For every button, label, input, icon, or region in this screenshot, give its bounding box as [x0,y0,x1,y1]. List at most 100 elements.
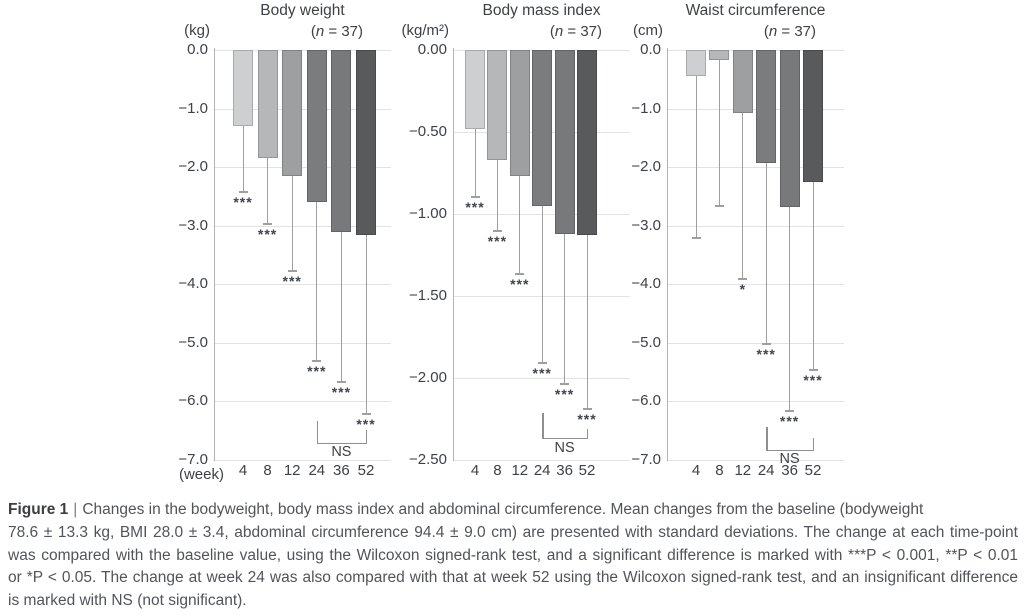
error-bar-cap [691,237,701,240]
x-tick-label: 36 [556,462,573,479]
x-tick-label: 24 [308,462,326,479]
significance-stars: *** [532,364,552,381]
error-bar-line [474,128,476,196]
gridline [667,50,844,51]
chart-title: Body mass index [482,2,601,19]
y-tick-label: −3.0 [178,216,208,234]
bar [554,50,575,234]
comparison-label: NS [331,444,352,460]
y-tick-label: −2.0 [178,158,208,176]
y-axis-line [214,48,215,461]
significance-stars: *** [282,272,302,289]
bar [532,50,553,206]
bar [709,50,730,60]
error-bar-line [695,76,697,238]
y-axis-unit: (cm) [633,22,663,39]
significance-stars: *** [331,383,352,400]
bar [282,50,303,176]
significance-stars: *** [803,372,823,389]
significance-stars: *** [554,385,575,402]
bar [465,50,485,129]
y-tick-label: −4.0 [631,275,661,293]
x-tick-label: 24 [757,462,775,479]
y-tick-label: −3.0 [631,216,661,234]
bar [509,50,530,177]
caption-line-1-text: Changes in the bodyweight, body mass ind… [82,501,924,518]
significance-stars: *** [307,363,327,380]
gridline [214,225,391,227]
error-bar-cap [263,222,273,225]
gridline [667,460,844,461]
gridline [667,167,844,169]
error-bar-cap [492,230,502,233]
gridline [214,50,391,51]
x-tick-label: 52 [357,462,375,479]
bar [779,50,800,207]
x-tick-label: 4 [691,462,701,479]
bar [686,50,706,77]
error-bar-line [496,159,498,231]
x-tick-label: 4 [238,462,248,479]
error-bar-line [291,175,293,270]
y-tick-label: 0.0 [187,41,208,58]
error-bar-line [789,206,791,411]
comparison-bracket-bar [766,450,815,452]
caption-line-3: was compared with the baseline value, us… [8,546,1018,564]
significance-stars: *** [465,198,485,215]
error-bar-cap [714,205,724,208]
caption-line-2: 78.6 ± 13.3 kg, BMI 28.0 ± 3.4, abdomina… [8,523,1018,541]
gridline [453,296,630,297]
error-bar-cap [515,273,525,276]
y-tick-label: −4.0 [178,275,208,293]
error-bar-line [242,126,244,191]
y-axis-unit: (kg/m²) [401,22,450,39]
error-bar-cap [312,360,322,363]
gridline [667,401,844,403]
bar [331,50,352,232]
gridline [214,460,391,461]
gridline [214,401,391,403]
comparison-bracket-left [542,413,544,438]
chart-title: Body weight [260,2,345,19]
y-tick-label: 0.0 [640,41,661,58]
comparison-bracket-left [316,421,319,443]
n-label: (n = 37) [763,23,816,40]
x-tick-label: 8 [715,462,724,479]
error-bar-cap [537,361,547,364]
error-bar-line [519,176,521,274]
error-bar-cap [287,269,297,272]
error-bar-cap [761,342,771,345]
error-bar-line [267,158,269,223]
error-bar-cap [738,278,748,281]
y-tick-label: −2.00 [409,369,447,386]
gridline [214,108,391,110]
significance-stars: *** [756,345,776,362]
comparison-bracket-right [813,438,815,450]
bar [356,50,376,235]
y-tick-label: −5.0 [178,333,208,351]
caption-figure-label: Figure 1 [8,501,69,518]
significance-stars: *** [487,233,508,250]
comparison-bracket-left [766,427,768,450]
x-axis-unit: (week) [178,466,224,483]
y-tick-label: −1.0 [178,99,208,117]
bar [306,50,327,203]
y-tick-label: −6.0 [178,392,208,410]
error-bar-cap [582,407,592,410]
x-tick-label: 12 [734,462,752,479]
y-tick-label: −2.50 [409,451,447,468]
x-tick-label: 12 [511,462,529,479]
comparison-bracket-right [587,429,589,438]
y-tick-label: −1.50 [409,287,447,304]
error-bar-line [812,181,814,370]
y-tick-label: −7.0 [178,451,208,468]
error-bar-cap [238,190,248,193]
error-bar-line [564,233,566,383]
bar [803,50,823,182]
significance-stars: *** [510,276,530,293]
gridline [453,378,630,379]
error-bar-cap [560,382,570,385]
error-bar-cap [361,413,371,416]
comparison-bracket-right [366,430,368,443]
gridline [667,108,844,110]
